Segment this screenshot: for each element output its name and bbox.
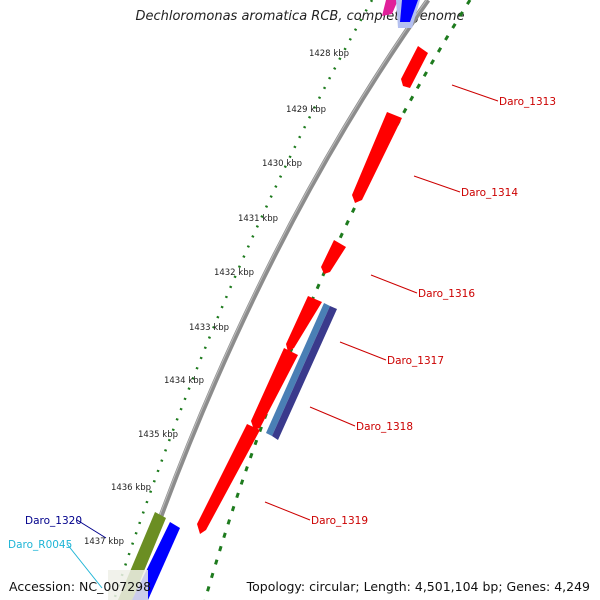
gene-arrow-magenta	[382, 0, 398, 16]
topology-text: Topology: circular; Length: 4,501,104 bp…	[246, 579, 590, 594]
kbp-label-1430: 1430 kbp	[262, 159, 302, 169]
gene-arrow-daro-1319	[197, 424, 260, 534]
gene-label-daro-1316: Daro_1316	[418, 288, 475, 300]
gene-arrow-daro-1317-red-upper	[286, 296, 322, 352]
kbp-label-1429: 1429 kbp	[286, 105, 326, 115]
kbp-label-1436: 1436 kbp	[111, 483, 151, 493]
gene-label-daro-1317: Daro_1317	[387, 355, 444, 367]
kbp-label-1428: 1428 kbp	[309, 49, 349, 59]
outer-dashed-ruler	[203, 0, 472, 600]
kbp-label-1431: 1431 kbp	[238, 214, 278, 224]
kbp-label-1433: 1433 kbp	[189, 323, 229, 333]
kbp-label-1432: 1432 kbp	[214, 268, 254, 278]
map-title: Dechloromonas aromatica RCB, complete ge…	[135, 9, 465, 24]
kbp-label-1434: 1434 kbp	[164, 376, 204, 386]
inner-dotted-ruler	[112, 0, 374, 600]
accession-text: Accession: NC_007298	[9, 579, 152, 594]
gene-arrow-daro-1314	[352, 112, 402, 203]
gene-label-daro-1314: Daro_1314	[461, 187, 518, 199]
gene-arrow-daro-1318-red	[251, 348, 298, 430]
kbp-label-1437: 1437 kbp	[84, 537, 124, 547]
gene-label-daro-1318: Daro_1318	[356, 421, 413, 433]
gene-label-daro-1313: Daro_1313	[499, 96, 556, 108]
gene-arrow-daro-1316	[321, 240, 346, 274]
gene-arrow-daro-1313	[401, 46, 428, 88]
callout-lines	[66, 84, 499, 589]
gene-arrow-daro-1318-dark	[272, 306, 337, 440]
gene-label-daro-1320: Daro_1320	[25, 515, 82, 527]
gene-arrow-daro-1317-steel	[266, 303, 330, 436]
kbp-label-1435: 1435 kbp	[138, 430, 178, 440]
genome-backbone	[128, 0, 431, 600]
gene-label-daro-1319: Daro_1319	[311, 515, 368, 527]
gene-label-daro-r0045: Daro_R0045	[8, 539, 72, 551]
gene-arrow-blue-top	[400, 0, 418, 22]
